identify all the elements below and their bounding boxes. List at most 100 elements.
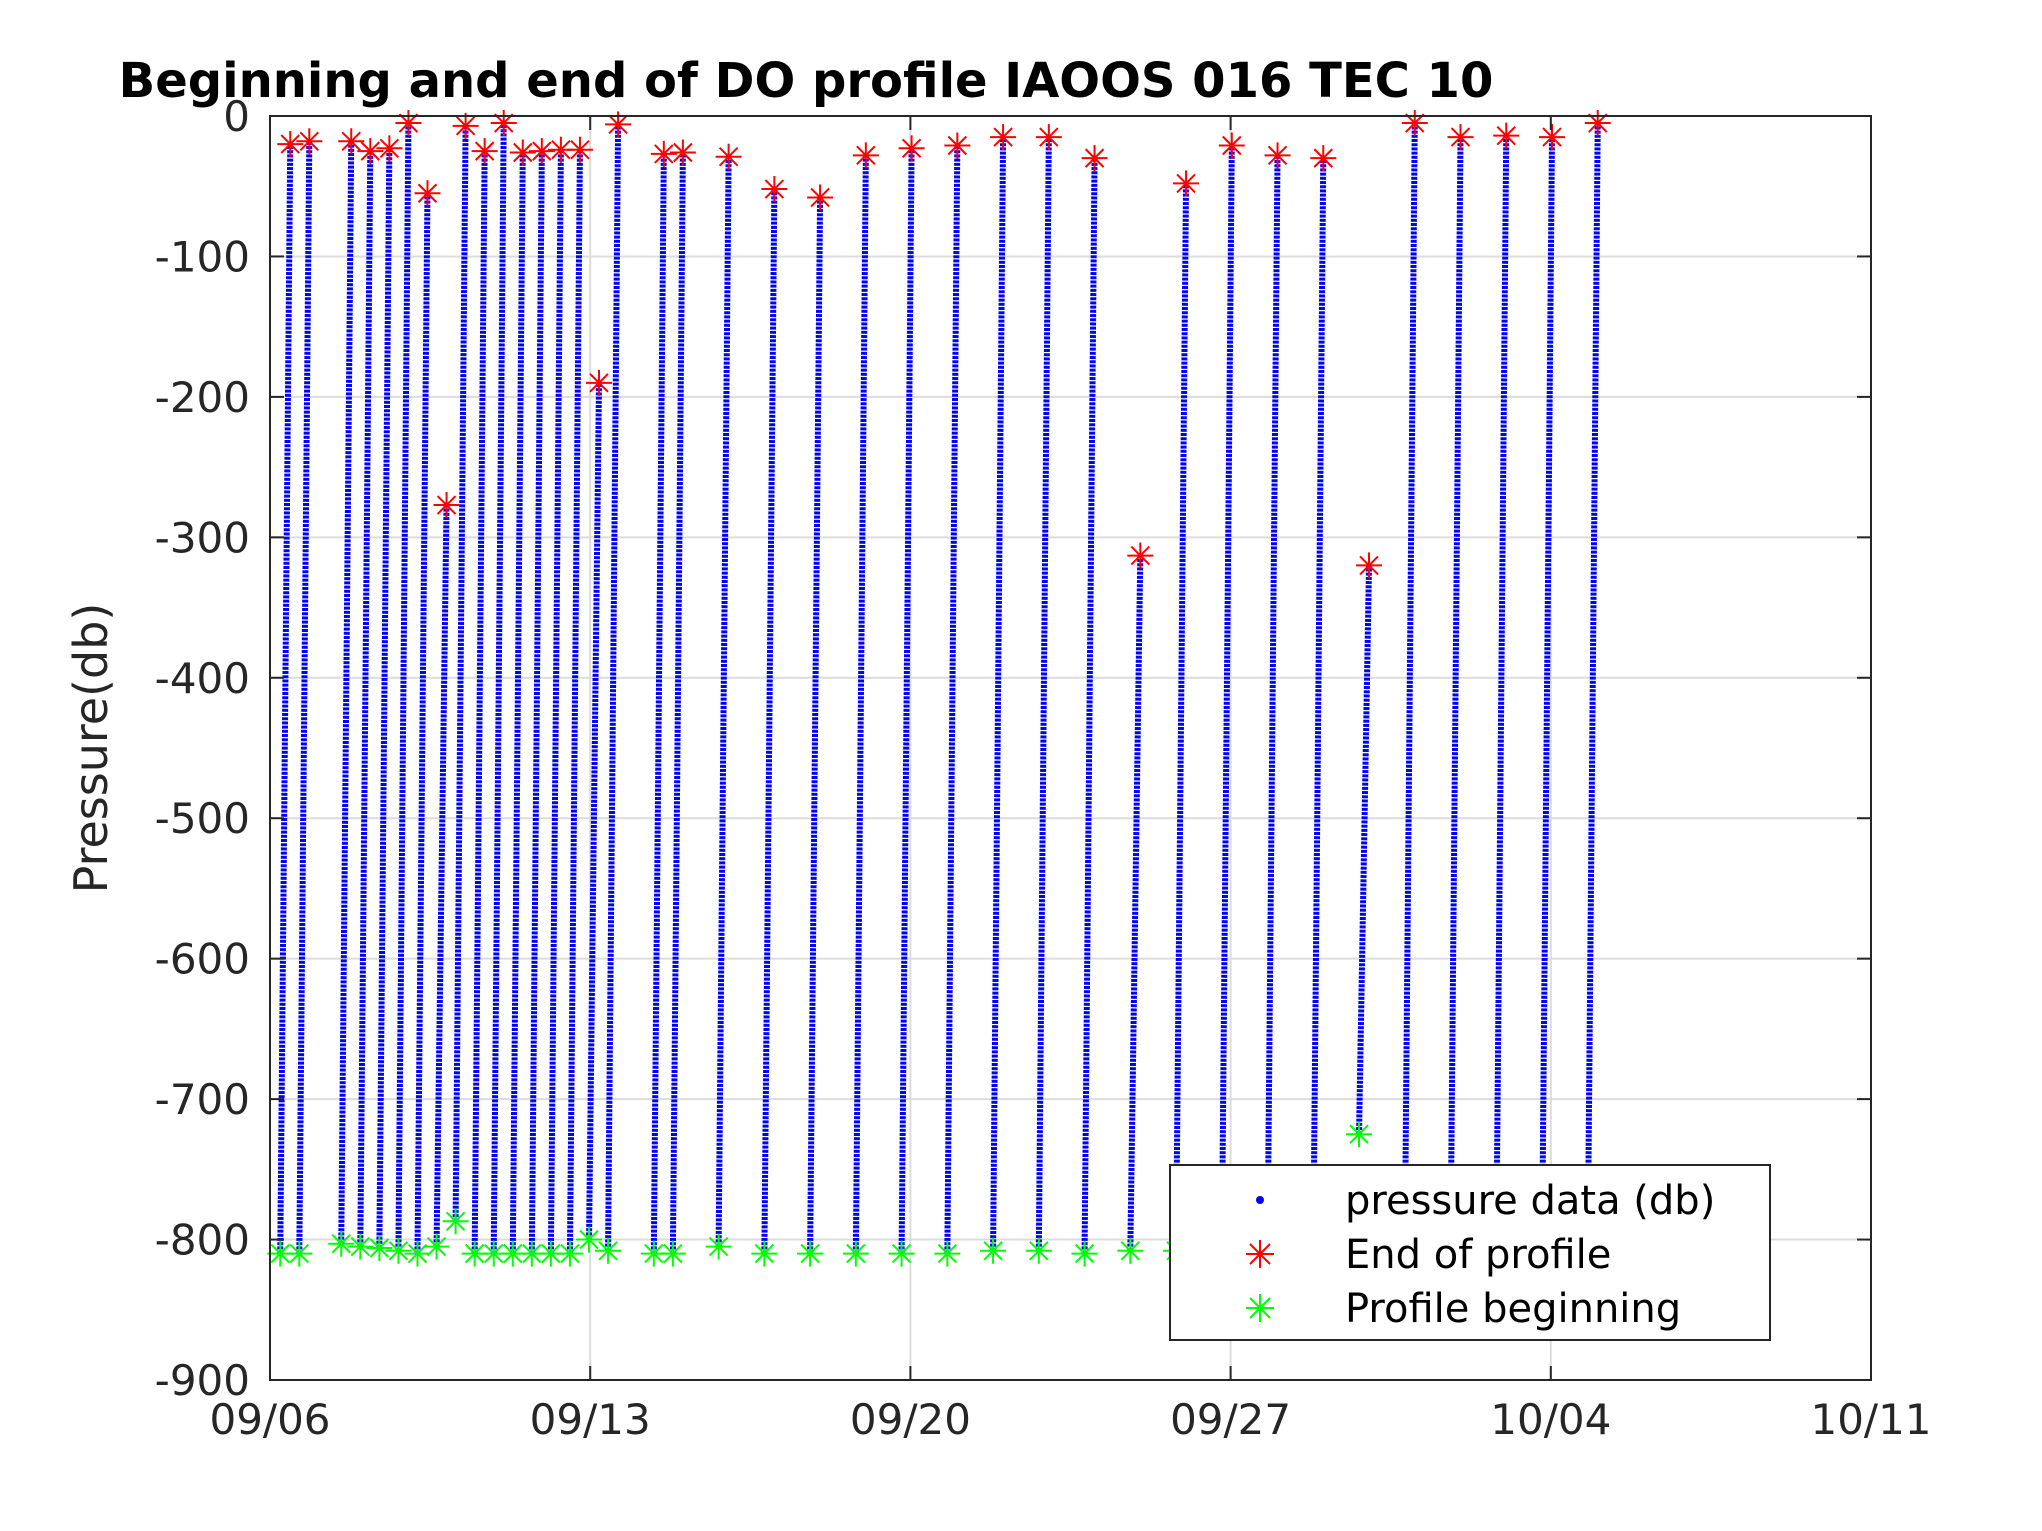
profile-end-marker	[1218, 132, 1245, 159]
marker-stroke	[522, 1243, 542, 1264]
marker-stroke	[407, 1243, 428, 1264]
marker-stroke	[341, 131, 361, 151]
marker-stroke	[708, 1236, 729, 1257]
marker-stroke	[513, 142, 533, 163]
profile-end-marker	[357, 138, 384, 165]
pressure-profile-line	[1493, 135, 1510, 1251]
marker-stroke	[663, 1243, 683, 1264]
marker-stroke	[541, 1243, 561, 1264]
marker-stroke	[800, 1243, 820, 1264]
marker-stroke	[560, 1243, 580, 1264]
marker-stroke	[644, 1243, 664, 1264]
axes-box	[269, 115, 1872, 1381]
pressure-profile-line	[761, 189, 778, 1254]
marker-stroke	[1359, 555, 1379, 576]
profile-end-marker	[471, 138, 498, 165]
profile-beginning-marker	[267, 1240, 294, 1267]
profile-beginning-marker	[751, 1240, 778, 1267]
marker-stroke	[1074, 1243, 1095, 1264]
profile-end-marker	[376, 135, 403, 162]
profile-end-marker	[1264, 142, 1291, 169]
profile-beginning-marker	[347, 1233, 374, 1260]
marker-stroke	[589, 373, 609, 393]
marker-stroke	[360, 141, 381, 161]
marker-stroke	[901, 138, 922, 159]
profile-end-marker	[807, 184, 834, 211]
marker-stroke	[1130, 545, 1151, 566]
profile-end-marker	[566, 136, 593, 163]
x-tick-label: 10/04	[1490, 1395, 1611, 1444]
profile-end-marker	[452, 112, 479, 139]
marker-stroke	[891, 1243, 912, 1264]
pressure-profile-line	[1447, 137, 1464, 1251]
marker-stroke	[280, 134, 300, 154]
profile-beginning-marker	[934, 1240, 961, 1267]
profile-end-marker	[296, 128, 323, 155]
profile-end-marker	[1356, 552, 1383, 579]
profile-end-marker	[761, 176, 788, 203]
marker-stroke	[983, 1241, 1003, 1261]
profile-end-marker	[395, 110, 422, 137]
profile-end-marker	[715, 143, 742, 170]
pressure-profile-line	[898, 148, 915, 1254]
y-axis-label: Pressure(db)	[64, 603, 118, 894]
pressure-profile-line	[1081, 158, 1098, 1254]
legend-box	[1169, 1164, 1771, 1341]
marker-stroke	[598, 1241, 618, 1261]
legend: pressure data (db) End of profile Profil…	[1169, 1164, 1771, 1341]
profile-end-marker	[1081, 145, 1108, 172]
x-tick-label: 09/13	[530, 1395, 651, 1444]
profile-end-marker	[990, 124, 1017, 151]
pressure-profile-line	[414, 193, 431, 1254]
marker-stroke	[551, 139, 571, 160]
profile-end-marker	[898, 135, 925, 162]
pressure-profile-line	[1218, 145, 1235, 1251]
profile-end-marker	[1127, 542, 1154, 569]
pressure-profile-line	[1310, 158, 1327, 1251]
pressure-profile-line	[650, 153, 667, 1254]
profile-end-marker	[1035, 124, 1062, 151]
profile-beginning-marker	[576, 1226, 603, 1253]
marker-stroke	[417, 183, 438, 203]
profile-end-marker	[547, 136, 574, 163]
pressure-profile-line	[852, 155, 869, 1254]
profile-end-marker	[509, 139, 536, 166]
marker-stroke	[436, 495, 457, 515]
marker-stroke	[369, 1238, 390, 1258]
legend-pressure-marker	[1256, 1196, 1264, 1204]
profile-beginning-marker	[1346, 1121, 1373, 1148]
marker-stroke	[445, 1211, 466, 1232]
pressure-profile-line	[1584, 122, 1601, 1251]
profile-beginning-marker	[659, 1240, 686, 1267]
pressure-profile-line	[471, 151, 488, 1254]
y-tick-label: -800	[155, 1216, 250, 1265]
profile-end-marker	[1493, 122, 1520, 149]
marker-stroke	[379, 138, 400, 159]
y-tick-label: -100	[155, 232, 250, 281]
marker-stroke	[1039, 127, 1059, 147]
pressure-profile-line	[509, 152, 526, 1254]
legend-end-marker	[1246, 1240, 1274, 1268]
profile-beginning-marker	[404, 1240, 431, 1267]
marker-stroke	[947, 135, 968, 156]
profile-end-marker	[1310, 145, 1337, 172]
marker-stroke	[846, 1243, 866, 1264]
marker-stroke	[503, 1243, 523, 1264]
pressure-profile-line	[1538, 137, 1555, 1251]
marker-stroke	[1176, 173, 1196, 194]
marker-stroke	[388, 1241, 409, 1261]
profile-beginning-marker	[1071, 1240, 1098, 1267]
marker-stroke	[993, 127, 1013, 147]
marker-stroke	[532, 141, 552, 161]
pressure-profile-line	[528, 151, 545, 1254]
marker-stroke	[1313, 148, 1333, 168]
axis-ticks: 09/06 09/13 09/20 09/27 10/04 10/11 0 -100 -200 -…	[155, 92, 1932, 1444]
profile-beginning-marker	[842, 1240, 869, 1267]
marker-stroke	[494, 113, 514, 133]
marker-stroke	[1496, 125, 1516, 146]
profile-end-marker	[1447, 124, 1474, 151]
pressure-profile-line	[807, 197, 824, 1254]
marker-stroke	[810, 187, 830, 208]
profile-beginning-marker	[595, 1237, 622, 1264]
